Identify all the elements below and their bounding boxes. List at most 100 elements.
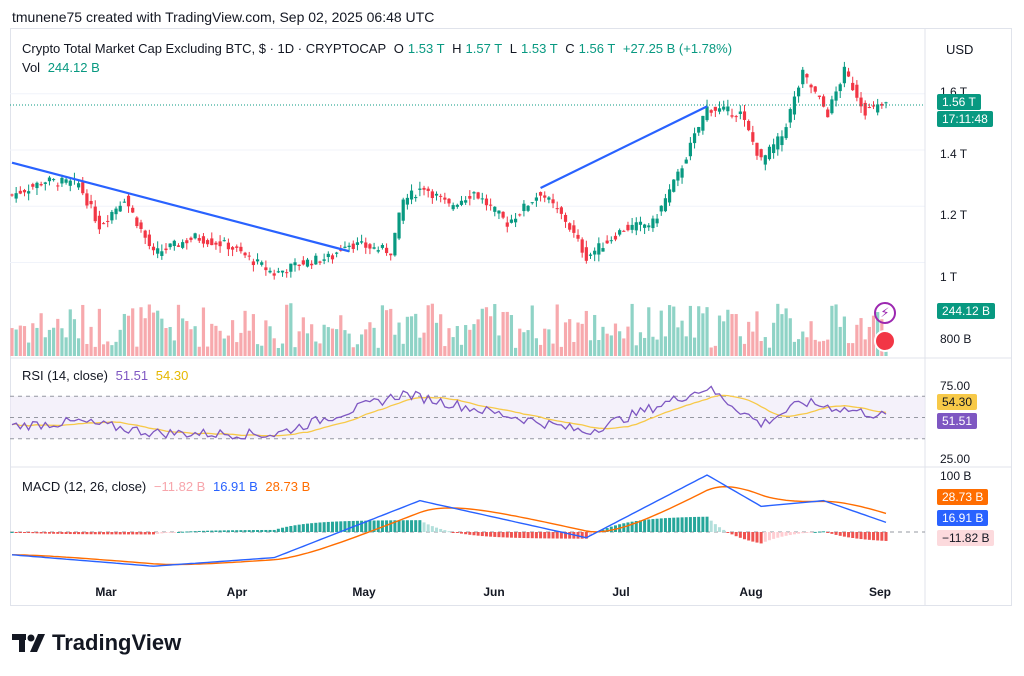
macd-histogram-bar [509, 532, 513, 538]
macd-signal-tag: 28.73 B [937, 489, 989, 505]
candle [60, 177, 64, 184]
candle [505, 222, 509, 227]
candle [351, 243, 355, 249]
macd-histogram-bar [127, 532, 131, 535]
volume-bar [122, 313, 126, 356]
volume-bar [801, 331, 805, 356]
macd-histogram-bar [43, 532, 47, 534]
currency-button[interactable]: USD [946, 42, 974, 57]
candle [747, 120, 751, 131]
macd-histogram-bar [609, 526, 613, 532]
candle [838, 84, 842, 92]
volume-bar [422, 332, 426, 356]
macd-histogram-bar [185, 531, 189, 533]
macd-histogram-bar [663, 518, 667, 532]
price-axis-label: 1 T [940, 270, 958, 284]
candle [734, 116, 738, 118]
lightning-icon[interactable]: ⚡ [874, 302, 896, 324]
symbol-title[interactable]: Crypto Total Market Cap Excluding BTC, $… [22, 41, 387, 56]
volume-bar [330, 328, 335, 356]
candle [330, 255, 335, 260]
volume-bar [43, 337, 47, 356]
candle [767, 146, 772, 160]
macd-histogram-bar [659, 518, 663, 532]
macd-signal-value: 28.73 B [265, 479, 311, 494]
candle [522, 203, 526, 212]
volume-bar [622, 338, 626, 356]
macd-histogram-bar [426, 524, 430, 532]
volume-bar [164, 328, 168, 356]
volume-bar [859, 318, 863, 356]
tradingview-logo: TradingView [12, 628, 181, 658]
candle [584, 247, 588, 261]
macd-histogram-bar [197, 530, 201, 532]
macd-histogram-bar [451, 532, 455, 533]
volume-bar [364, 329, 368, 356]
candle [393, 232, 397, 256]
macd-histogram-bar [52, 532, 56, 534]
candle [314, 255, 318, 265]
candle [376, 250, 380, 252]
candle [197, 238, 201, 241]
volume-bar [314, 341, 318, 356]
volume-bar [713, 345, 717, 356]
us-flag-icon[interactable] [874, 330, 896, 352]
volume-bar [722, 321, 726, 356]
macd-histogram-bar [505, 532, 509, 538]
macd-histogram-bar [168, 532, 172, 533]
macd-histogram-bar [218, 530, 222, 532]
candle [405, 197, 409, 205]
rsi-axis-label: 25.00 [940, 452, 971, 466]
macd-histogram-bar [539, 532, 543, 539]
macd-histogram-bar [780, 532, 784, 537]
volume-bar [335, 329, 339, 356]
macd-histogram-bar [680, 517, 684, 532]
volume-bar [484, 307, 489, 356]
volume-bar [734, 314, 738, 356]
volume-bar [106, 341, 110, 356]
volume-bar [605, 333, 609, 356]
candle [780, 136, 784, 146]
candle [659, 205, 663, 212]
x-axis-label: Jul [612, 585, 630, 599]
volume-bar [618, 331, 622, 356]
rsi-label[interactable]: RSI (14, close) [22, 368, 108, 383]
candle [863, 102, 867, 116]
candle [630, 224, 634, 230]
candle [480, 198, 484, 200]
volume-bar [360, 334, 364, 356]
volume-bar [705, 307, 709, 356]
macd-histogram-bar [634, 521, 638, 532]
candle [147, 234, 151, 247]
macd-histogram-bar [830, 532, 834, 534]
candle [513, 218, 518, 223]
macd-histogram-bar [206, 530, 210, 532]
macd-histogram-bar [181, 531, 185, 533]
macd-histogram-bar [414, 520, 418, 532]
candle [476, 192, 480, 199]
ohlc-close: 1.56 T [578, 41, 616, 56]
candle [451, 205, 455, 210]
volume-bar [355, 344, 360, 356]
candle [68, 180, 72, 186]
macd-hist-value: −11.82 B [153, 479, 206, 494]
x-axis-label: Mar [95, 585, 117, 599]
macd-histogram-bar [360, 520, 364, 532]
volume-bar [230, 320, 235, 356]
macd-histogram-bar [235, 530, 239, 532]
candle [168, 243, 172, 248]
volume-bar [559, 346, 563, 356]
volume-bar [47, 329, 52, 356]
volume-bar [518, 328, 522, 356]
volume-bar [763, 337, 767, 356]
macd-label[interactable]: MACD (12, 26, close) [22, 479, 147, 494]
macd-histogram-bar [817, 531, 821, 533]
candle [593, 250, 597, 255]
volume-bar [439, 314, 443, 356]
volume-bar [742, 343, 747, 356]
macd-histogram-bar [443, 530, 447, 532]
macd-histogram-bar [605, 528, 609, 532]
volume-bar [430, 303, 434, 356]
macd-histogram-bar [668, 517, 672, 532]
